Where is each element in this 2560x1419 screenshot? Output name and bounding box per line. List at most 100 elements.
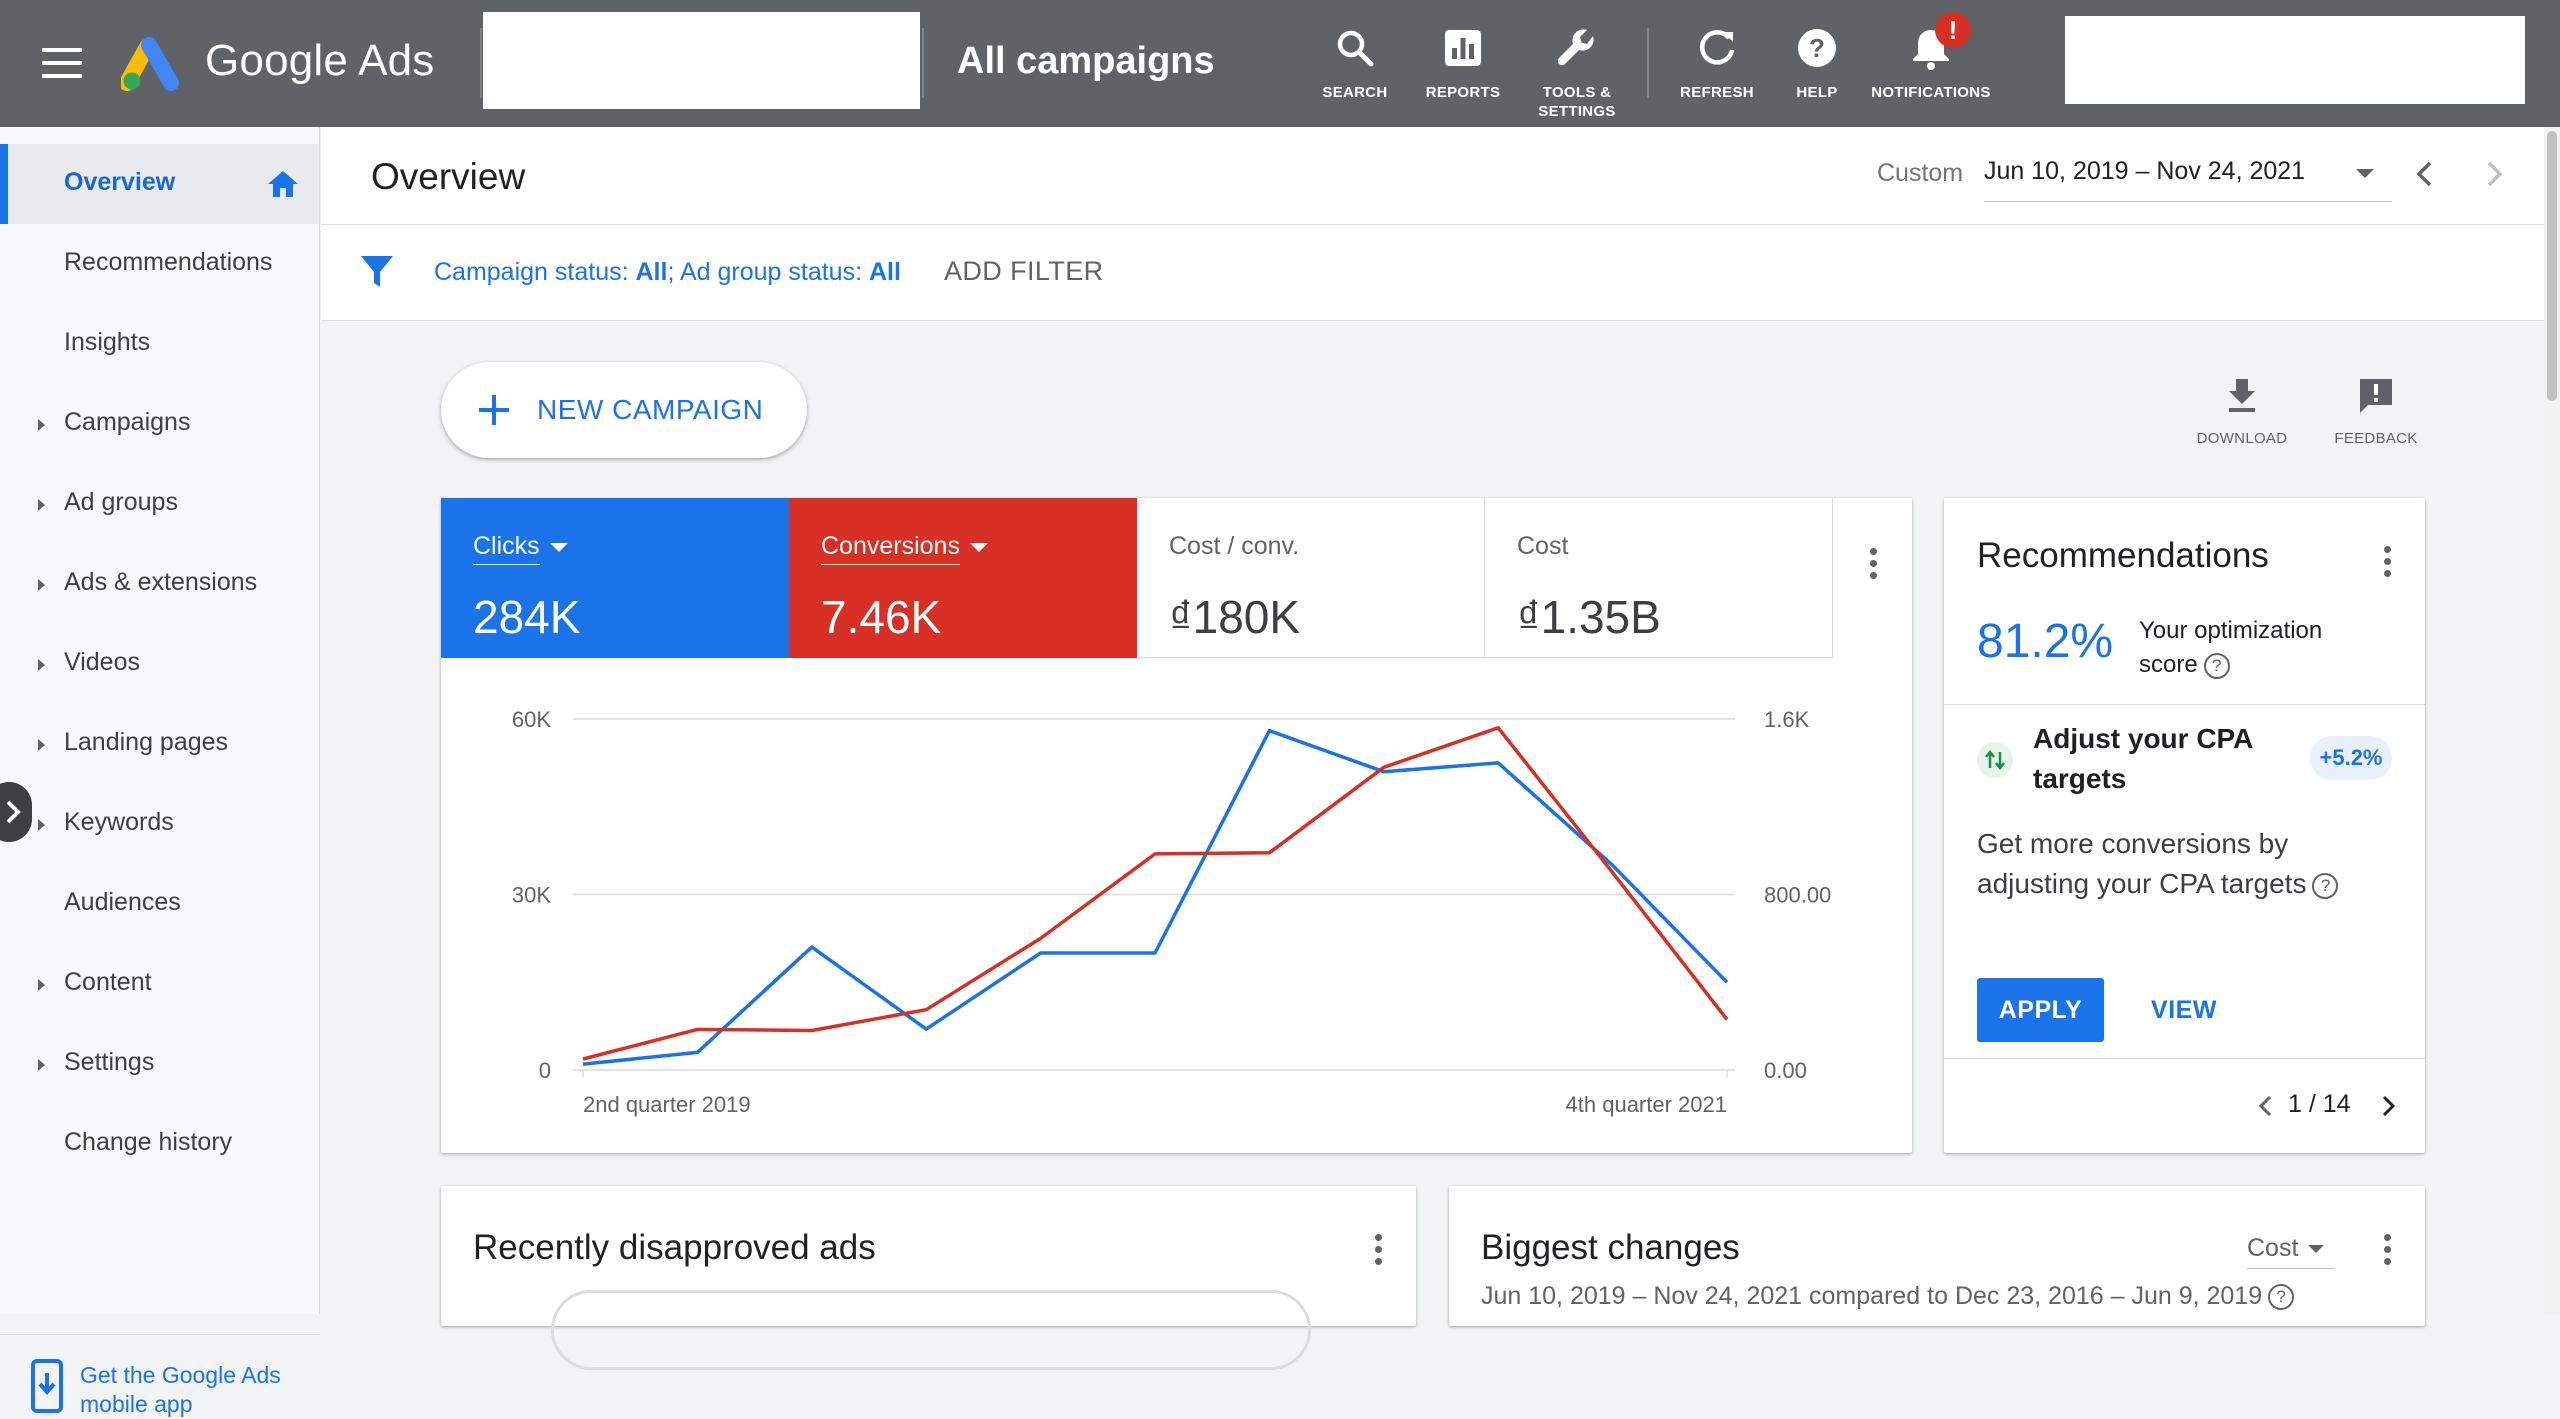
select-underline: [2247, 1268, 2335, 1269]
scrollbar-thumb[interactable]: [2547, 131, 2557, 401]
expand-caret-icon: [38, 579, 45, 591]
recommendations-card: Recommendations 81.2% Your optimization …: [1944, 498, 2425, 1153]
sidebar-item-videos[interactable]: Videos: [0, 624, 319, 704]
scope-title: All campaigns: [957, 40, 1215, 82]
chevron-right-icon[interactable]: [2376, 1092, 2400, 1120]
metric-conversions[interactable]: Conversions 7.46K: [789, 498, 1137, 658]
scrollbar[interactable]: [2544, 127, 2560, 1314]
metric-select[interactable]: Cost: [2247, 1234, 2325, 1263]
x-tick-label: 2nd quarter 2019: [583, 1092, 751, 1117]
sidebar-item-keywords[interactable]: Keywords: [0, 784, 319, 864]
filter-icon[interactable]: [359, 253, 395, 289]
biggest-changes-card: Biggest changes Cost Jun 10, 2019 – Nov …: [1449, 1186, 2425, 1326]
sidebar-item-campaigns[interactable]: Campaigns: [0, 384, 319, 464]
metric-value: 284K: [473, 591, 581, 643]
expand-caret-icon: [38, 419, 45, 431]
pager-count: 1 / 14: [2288, 1090, 2351, 1118]
metric-clicks[interactable]: Clicks 284K: [441, 498, 789, 658]
filter-bar: Campaign status: All; Ad group status: A…: [321, 225, 2544, 321]
notifications-button[interactable]: NOTIFICATIONS: [1868, 24, 1994, 102]
wrench-icon: [1557, 29, 1594, 66]
date-range-selector[interactable]: Jun 10, 2019 – Nov 24, 2021: [1984, 157, 2306, 185]
sidebar-item-settings[interactable]: Settings: [0, 1024, 319, 1104]
sidebar-item-ad-groups[interactable]: Ad groups: [0, 464, 319, 544]
sidebar-item-change-history[interactable]: Change history: [64, 1128, 233, 1156]
sidebar-item-landing-pages[interactable]: Landing pages: [0, 704, 319, 784]
divider: [1944, 704, 2425, 705]
divider: [922, 28, 924, 98]
sidebar-item-overview[interactable]: Overview: [0, 144, 319, 224]
search-button[interactable]: SEARCH: [1310, 24, 1400, 102]
account-switcher[interactable]: [2065, 16, 2525, 104]
menu-icon[interactable]: [42, 48, 82, 78]
refresh-icon: [1700, 30, 1735, 65]
metric-label: Conversions: [821, 532, 960, 565]
sidebar-item-recommendations[interactable]: Recommendations: [64, 248, 273, 276]
help-button[interactable]: ? HELP: [1772, 24, 1862, 102]
feedback-button[interactable]: FEEDBACK: [2326, 375, 2426, 447]
sidebar-item-insights[interactable]: Insights: [64, 328, 151, 356]
more-options-icon[interactable]: [1373, 1234, 1383, 1270]
chevron-down-icon[interactable]: [2356, 169, 2374, 178]
metric-value: ₫180K: [1169, 591, 1301, 643]
y-right-tick-label: 1.6K: [1764, 707, 1810, 732]
line-chart: 60K 1.6K 30K 800.00 0 0.00 2nd quarter 2019 4th…: [512, 707, 1831, 1117]
chevron-right-icon: [6, 800, 21, 824]
expand-caret-icon: [38, 1059, 45, 1071]
optimization-score: 81.2%: [1977, 615, 2114, 668]
previous-period-icon[interactable]: [2408, 157, 2442, 191]
sidebar-item-ads-extensions[interactable]: Ads & extensions: [0, 544, 319, 624]
series-line-conversions: [582, 726, 1729, 1061]
help-circle-icon[interactable]: ?: [2268, 1284, 2295, 1311]
metric-label: Cost: [1517, 532, 1569, 560]
date-preset-label: Custom: [1877, 159, 1964, 187]
y-right-tick-label: 800.00: [1764, 883, 1831, 908]
more-options-icon[interactable]: [1868, 548, 1878, 584]
y-left-tick-label: 0: [539, 1058, 551, 1083]
adjust-target-icon: [1977, 742, 2013, 778]
reports-button[interactable]: REPORTS: [1418, 24, 1508, 102]
help-circle-icon[interactable]: ?: [2312, 872, 2339, 899]
more-options-icon[interactable]: [2382, 1234, 2392, 1270]
collapse-sidebar-button[interactable]: [0, 782, 32, 842]
top-app-bar: Google Ads All campaigns SEARCH REPORTS …: [0, 0, 2560, 127]
new-campaign-button[interactable]: NEW CAMPAIGN: [441, 362, 807, 458]
sidebar-item-content[interactable]: Content: [0, 944, 319, 1024]
metric-cost-per-conversion[interactable]: Cost / conv. ₫180K: [1137, 498, 1485, 658]
chevron-left-icon[interactable]: [2254, 1092, 2278, 1120]
help-icon: ?: [1798, 29, 1836, 67]
account-selector[interactable]: [483, 12, 920, 109]
active-filters[interactable]: Campaign status: All; Ad group status: A…: [434, 258, 901, 286]
empty-state-illustration: [551, 1290, 1311, 1370]
active-indicator: [0, 144, 8, 224]
next-period-icon[interactable]: [2477, 157, 2511, 191]
metric-label: Clicks: [473, 532, 540, 565]
card-title: Recommendations: [1977, 536, 2269, 575]
refresh-button[interactable]: REFRESH: [1672, 24, 1762, 102]
score-lift-badge: +5.2%: [2310, 736, 2392, 780]
google-ads-logo-icon: [121, 37, 179, 91]
help-circle-icon[interactable]: ?: [2203, 652, 2230, 679]
expand-caret-icon: [38, 979, 45, 991]
tools-settings-button[interactable]: TOOLS & SETTINGS: [1522, 24, 1632, 121]
apply-button[interactable]: APPLY: [1977, 978, 2104, 1042]
chevron-down-icon: [969, 542, 988, 552]
date-range-underline: [1984, 201, 2392, 202]
brand-name: Google Ads: [205, 36, 435, 85]
divider: [1944, 1058, 2425, 1059]
expand-caret-icon: [38, 819, 45, 831]
card-title: Biggest changes: [1481, 1228, 1740, 1267]
download-button[interactable]: DOWNLOAD: [2192, 375, 2292, 447]
search-icon: [1337, 30, 1374, 67]
plus-icon: [479, 395, 509, 425]
add-filter-button[interactable]: ADD FILTER: [944, 256, 1104, 286]
recommendation-description: Get more conversions by adjusting your C…: [1977, 828, 2307, 899]
view-button[interactable]: VIEW: [2151, 996, 2217, 1024]
sidebar-item-audiences[interactable]: Audiences: [64, 888, 181, 916]
arrows-up-down-icon: [1985, 749, 2005, 771]
metric-value: ₫1.35B: [1517, 591, 1661, 643]
more-options-icon[interactable]: [2382, 546, 2392, 582]
y-left-tick-label: 30K: [512, 883, 551, 908]
metric-cost[interactable]: Cost ₫1.35B: [1485, 498, 1833, 658]
expand-caret-icon: [38, 499, 45, 511]
